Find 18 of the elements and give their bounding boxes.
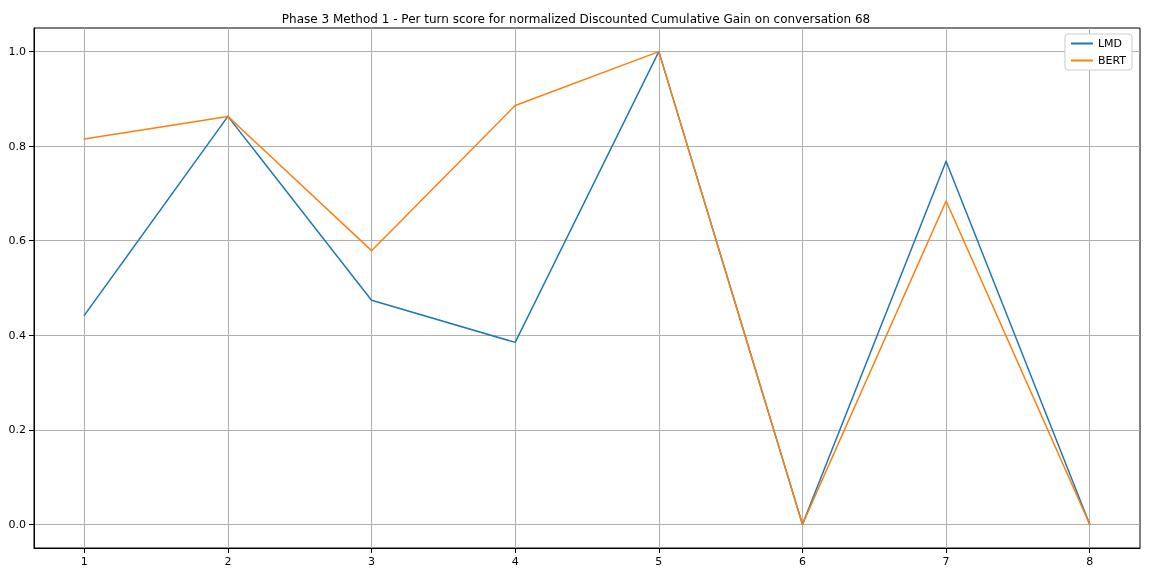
y-tick-label: 0.0 bbox=[8, 517, 26, 531]
x-tick-label: 1 bbox=[80, 555, 88, 568]
x-tick-label: 8 bbox=[1086, 555, 1094, 568]
legend-label: LMD bbox=[1097, 37, 1123, 50]
y-tick-label: 0.6 bbox=[8, 234, 26, 248]
y-tick-label: 0.8 bbox=[8, 139, 26, 153]
x-tick-label: 6 bbox=[798, 555, 806, 568]
x-tick-label: 5 bbox=[655, 555, 663, 568]
y-tick-label: 0.2 bbox=[8, 423, 26, 437]
x-tick-label: 2 bbox=[224, 555, 232, 568]
y-tick-label: 0.4 bbox=[8, 328, 26, 342]
x-tick-label: 4 bbox=[511, 555, 519, 568]
x-tick-label: 7 bbox=[942, 555, 950, 568]
x-tick-label: 3 bbox=[368, 555, 376, 568]
chart-title: Phase 3 Method 1 - Per turn score for normalized Discounted Cumulative Gain on conversation 68 bbox=[281, 12, 871, 26]
legend-label: BERT bbox=[1097, 54, 1127, 67]
line-series bbox=[83, 50, 1091, 526]
y-tick-label: 1.0 bbox=[8, 45, 26, 59]
